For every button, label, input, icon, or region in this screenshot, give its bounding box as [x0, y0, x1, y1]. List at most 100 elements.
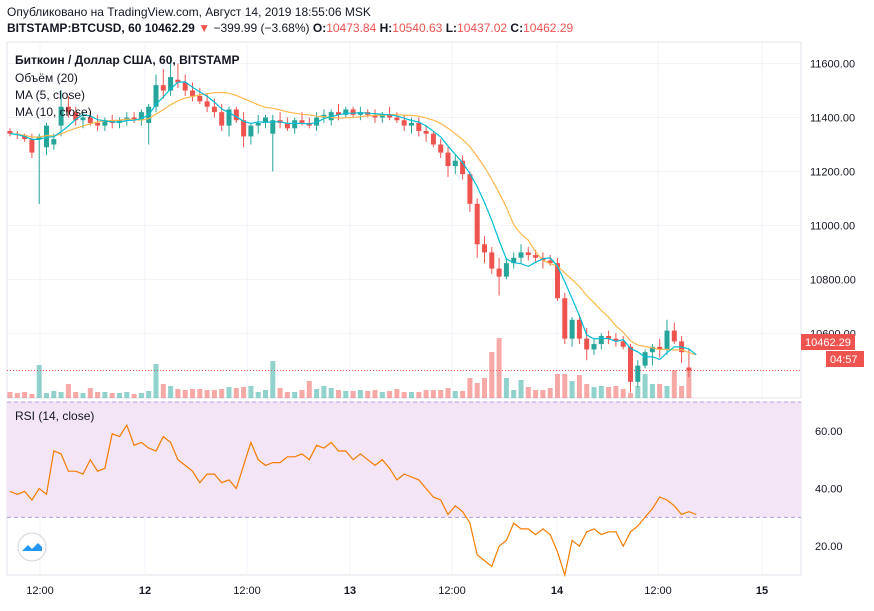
- volume-bar: [401, 392, 407, 398]
- volume-bar: [657, 384, 663, 398]
- open-value: 10473.84: [326, 21, 377, 35]
- volume-bar: [635, 386, 641, 398]
- volume-bar: [482, 378, 487, 398]
- candle-body: [343, 109, 349, 115]
- candle-body: [372, 114, 378, 118]
- volume-bar: [555, 374, 560, 398]
- candle-body: [555, 263, 560, 299]
- candle-body: [460, 160, 466, 175]
- volume-bar: [416, 392, 422, 398]
- rsi-tick-label: 60.00: [815, 426, 843, 438]
- candle-body: [445, 152, 451, 167]
- volume-bar: [175, 389, 181, 398]
- candle-body: [613, 338, 619, 342]
- volume-bar: [387, 391, 393, 398]
- candle-body: [416, 122, 422, 131]
- ma10-line: [9, 91, 697, 356]
- volume-bar: [372, 390, 378, 398]
- volume-bar: [598, 386, 604, 398]
- time-tick-label: 12:00: [438, 585, 466, 597]
- candle-body: [379, 114, 385, 118]
- time-tick-label: 12: [139, 585, 151, 597]
- volume-bar: [255, 392, 261, 398]
- candle-body: [503, 263, 509, 277]
- volume-bar: [533, 390, 539, 398]
- rsi-band: [7, 402, 801, 518]
- price-tag-text: 10462.29: [805, 337, 851, 349]
- candle-body: [664, 330, 670, 350]
- candle-body: [576, 319, 582, 339]
- volume-bar: [248, 386, 254, 398]
- volume-bar: [65, 384, 71, 398]
- volume-bar: [7, 392, 13, 398]
- volume-bar: [547, 388, 553, 398]
- volume-bar: [80, 393, 86, 398]
- legend-title: Биткоин / Доллар США, 60, BITSTAMP: [15, 53, 240, 67]
- volume-bar: [22, 392, 28, 398]
- candle-body: [482, 244, 487, 253]
- rsi-series: [7, 401, 801, 578]
- volume-bar: [620, 389, 626, 398]
- volume-bar: [211, 390, 217, 398]
- last-price: 10462.29: [144, 21, 195, 35]
- candle-body: [314, 117, 320, 126]
- candle-body: [153, 85, 159, 107]
- time-axis[interactable]: 12:00 12 12:00 13 12:00 14 12:00 15: [26, 585, 768, 597]
- volume-bars: [7, 338, 692, 398]
- volume-bar: [576, 375, 582, 398]
- volume-bar: [109, 393, 115, 398]
- candle-body: [518, 252, 524, 258]
- timer-tag-bg: [826, 351, 864, 367]
- volume-bar: [664, 386, 670, 398]
- logo-mark: [22, 543, 42, 551]
- volume-bar: [182, 390, 188, 398]
- volume-bar: [29, 394, 35, 398]
- volume-bar: [511, 390, 517, 398]
- volume-bar: [679, 386, 685, 398]
- volume-bar: [138, 393, 144, 398]
- candle-body: [95, 122, 101, 126]
- candle-body: [569, 319, 575, 339]
- high-label: H:: [379, 21, 393, 35]
- candle-body: [628, 346, 633, 382]
- candle-body: [138, 112, 144, 121]
- candle-body: [284, 122, 290, 129]
- candle-body: [401, 120, 407, 126]
- candle-body: [511, 257, 517, 264]
- time-tick-label: 12:00: [644, 585, 672, 597]
- symbol: BITSTAMP:BTCUSD, 60: [7, 21, 142, 35]
- candle-body: [336, 112, 341, 115]
- candle-body: [394, 117, 400, 121]
- price-axis[interactable]: 10600.0010800.0011000.0011200.0011400.00…: [810, 59, 856, 554]
- price-tick-label: 11400.00: [810, 113, 855, 125]
- time-tick-label: 12:00: [233, 585, 261, 597]
- candle-body: [671, 330, 677, 342]
- legend-ma5: MA (5, close): [15, 88, 85, 102]
- volume-bar: [36, 365, 42, 398]
- legend-rsi: RSI (14, close): [15, 409, 94, 423]
- volume-bar: [263, 390, 268, 398]
- volume-bar: [503, 378, 509, 398]
- candle-body: [533, 255, 539, 258]
- tradingview-logo-icon[interactable]: [17, 532, 47, 562]
- volume-bar: [540, 390, 546, 398]
- volume-bar: [569, 381, 575, 398]
- candle-body: [270, 120, 276, 134]
- volume-bar: [87, 388, 93, 398]
- volume-bar: [423, 390, 429, 398]
- volume-bar: [233, 388, 239, 398]
- volume-bar: [95, 392, 101, 398]
- volume-bar: [438, 390, 444, 398]
- candle-body: [584, 338, 590, 350]
- volume-bar: [452, 391, 458, 398]
- volume-bar: [328, 388, 334, 398]
- volume-bar: [671, 370, 677, 398]
- volume-bar: [336, 390, 341, 398]
- candle-body: [525, 252, 531, 256]
- time-tick-label: 14: [551, 585, 564, 597]
- volume-bar: [168, 386, 174, 398]
- volume-bar: [44, 393, 49, 398]
- volume-bar: [649, 384, 655, 398]
- candle-body: [635, 365, 641, 382]
